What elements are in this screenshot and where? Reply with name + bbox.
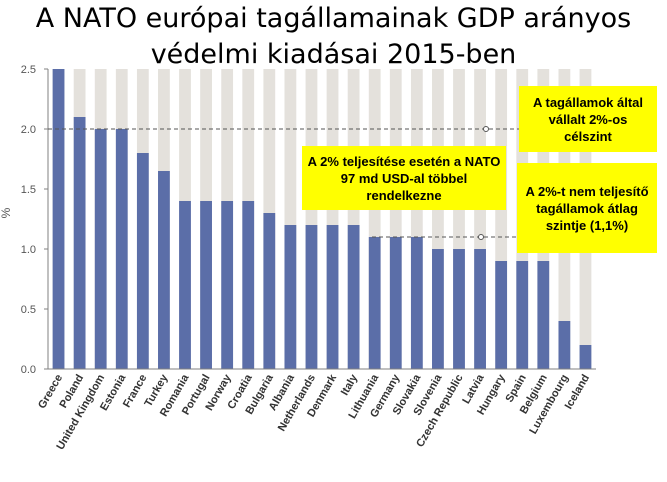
- bar: [115, 129, 128, 369]
- bar-background: [495, 69, 508, 369]
- bar-background: [474, 69, 486, 369]
- x-tick-label: Italy: [339, 372, 361, 398]
- bar: [263, 213, 276, 369]
- bar: [284, 225, 297, 369]
- bar: [73, 117, 86, 369]
- nato-gain-callout: A 2% teljesítése esetén a NATO 97 md USD…: [302, 146, 506, 210]
- bar: [200, 201, 212, 369]
- average-level-marker: [478, 234, 484, 240]
- bar: [537, 261, 550, 369]
- bar: [389, 237, 402, 369]
- y-tick-label: 0.5: [21, 304, 36, 316]
- bar: [368, 237, 381, 369]
- bar: [432, 249, 444, 369]
- bar: [242, 201, 255, 369]
- bar: [52, 69, 65, 369]
- bar: [474, 249, 486, 369]
- bar: [347, 225, 360, 369]
- bar-background: [368, 69, 381, 369]
- bar: [136, 153, 149, 369]
- y-tick-label: 2.0: [21, 124, 36, 136]
- bar: [579, 345, 592, 369]
- bar: [94, 129, 107, 369]
- bar-background: [347, 69, 360, 369]
- target-level-marker: [483, 126, 489, 132]
- bar: [558, 321, 571, 369]
- bar-background: [432, 69, 444, 369]
- y-tick-label: 1.5: [21, 184, 36, 196]
- y-tick-label: 2.5: [21, 64, 36, 76]
- bar: [410, 237, 423, 369]
- bar: [495, 261, 508, 369]
- bar: [453, 249, 465, 369]
- y-tick-label: 0.0: [21, 364, 36, 376]
- bar-background: [453, 69, 465, 369]
- bar: [516, 261, 529, 369]
- bar-background: [284, 69, 297, 369]
- bar-background: [389, 69, 402, 369]
- chart-title-line-2: védelmi kiadásai 2015-ben: [150, 39, 517, 70]
- chart-title-line-1: A NATO európai tagállamainak GDP arányos: [35, 3, 632, 34]
- bar: [179, 201, 191, 369]
- bar: [305, 225, 318, 369]
- bar-background: [305, 69, 318, 369]
- y-tick-label: 1.0: [21, 244, 36, 256]
- bar: [158, 171, 170, 369]
- bar: [326, 225, 339, 369]
- average-level-callout: A 2%-t nem teljesítő tagállamok átlag sz…: [517, 163, 657, 253]
- bar-background: [410, 69, 423, 369]
- target-level-callout: A tagállamok által vállalt 2%-os célszin…: [519, 86, 657, 152]
- y-axis-label: %: [0, 207, 13, 218]
- bar-background: [326, 69, 339, 369]
- bar: [221, 201, 234, 369]
